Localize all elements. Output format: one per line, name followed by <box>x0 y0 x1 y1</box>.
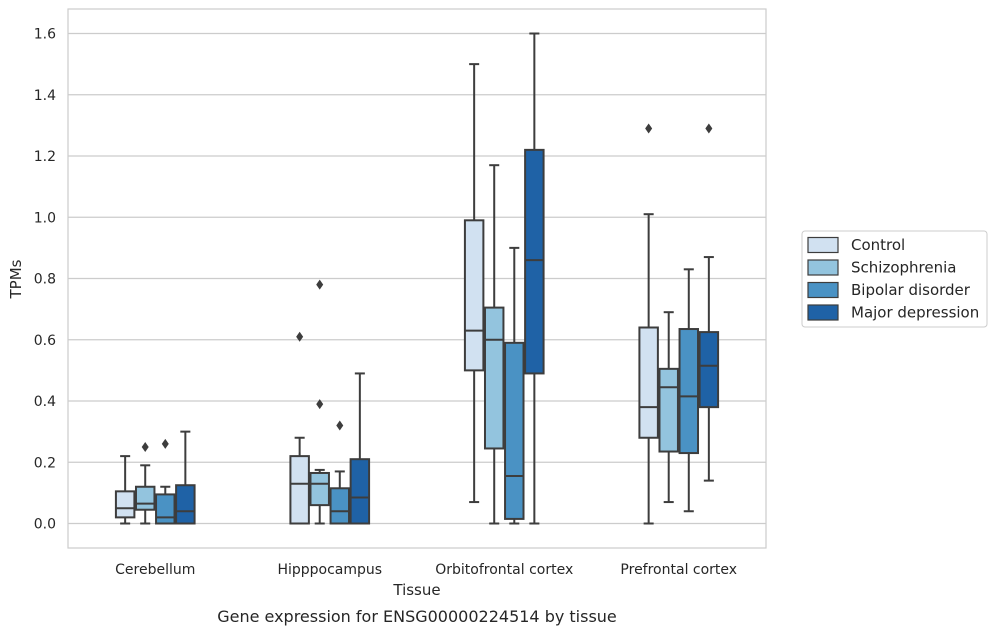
box-iqr <box>504 341 525 520</box>
outlier-point <box>296 331 304 342</box>
legend-label: Control <box>851 236 905 254</box>
plot-frame <box>67 8 767 549</box>
series-schizophrenia <box>134 164 679 525</box>
y-tick-label: 0.4 <box>34 394 56 410</box>
box-iqr <box>524 148 545 375</box>
box-iqr <box>309 471 330 507</box>
box-iqr <box>349 458 371 525</box>
legend-label: Bipolar disorder <box>851 281 971 299</box>
legend-swatch <box>807 304 839 321</box>
box <box>289 331 310 525</box>
y-tick-label: 1.0 <box>34 210 56 226</box>
outlier-point <box>705 123 713 134</box>
x-axis-title: Tissue <box>392 581 440 599</box>
box <box>678 268 700 513</box>
box <box>504 246 525 525</box>
legend-label: Schizophrenia <box>851 259 956 277</box>
y-tick-label: 1.2 <box>34 149 56 165</box>
chart-caption: Gene expression for ENSG00000224514 by t… <box>217 607 617 626</box>
box-iqr <box>463 219 485 372</box>
box-iqr <box>289 455 310 525</box>
series-control <box>114 63 659 525</box>
box <box>638 123 659 525</box>
x-tick-labels: Cerebellum Hipppocampus Orbitofrontal cort… <box>115 562 737 578</box>
box-iqr <box>155 493 176 525</box>
box-iqr <box>483 306 505 450</box>
y-tick-label: 0.6 <box>34 333 56 349</box>
y-tick-label: 1.6 <box>34 27 56 43</box>
box <box>114 455 136 525</box>
x-tick-label: Cerebellum <box>115 562 195 578</box>
box-iqr <box>134 485 156 511</box>
box <box>309 279 330 525</box>
legend-label: Major depression <box>851 304 979 322</box>
outlier-point <box>336 420 344 431</box>
legend-swatch <box>807 236 839 254</box>
outlier-point <box>316 279 324 290</box>
series-major-depression <box>175 32 720 525</box>
y-tick-label: 1.4 <box>34 88 56 104</box>
y-tick-label: 0.8 <box>34 272 56 288</box>
series-bipolar-disorder <box>155 246 700 525</box>
legend-frame <box>801 230 988 328</box>
box <box>329 420 351 525</box>
legend: Control Schizophrenia Bipolar disorder Majo… <box>801 230 988 328</box>
box-iqr <box>658 367 679 453</box>
box-iqr <box>678 328 700 455</box>
outlier-point <box>316 399 324 410</box>
box-iqr <box>638 326 659 439</box>
y-tick-label: 0.2 <box>34 455 56 471</box>
outlier-point <box>141 441 149 452</box>
box-iqr <box>175 484 196 525</box>
x-tick-label: Hipppocampus <box>277 562 382 578</box>
outlier-point <box>645 123 653 134</box>
y-tick-labels: 0.0 0.2 0.4 0.6 0.8 1.0 1.2 1.4 1.6 <box>34 27 56 533</box>
box <box>698 123 720 482</box>
box <box>524 32 545 525</box>
box <box>155 438 176 525</box>
x-tick-label: Orbitofrontal cortex <box>435 562 573 578</box>
outlier-point <box>161 438 169 449</box>
x-tick-label: Prefrontal cortex <box>620 562 737 578</box>
legend-swatch <box>807 281 839 299</box>
box-iqr <box>329 487 351 525</box>
box <box>134 441 156 525</box>
box <box>463 63 485 504</box>
box-series <box>114 32 720 525</box>
box-iqr <box>114 490 136 519</box>
box-iqr <box>698 331 720 409</box>
box <box>483 164 505 525</box>
y-tick-label: 0.0 <box>34 517 56 533</box>
legend-swatch <box>807 259 839 276</box>
box <box>349 372 371 525</box>
box <box>658 311 679 504</box>
y-axis-title: TPMs <box>7 259 25 299</box>
box <box>175 430 196 525</box>
